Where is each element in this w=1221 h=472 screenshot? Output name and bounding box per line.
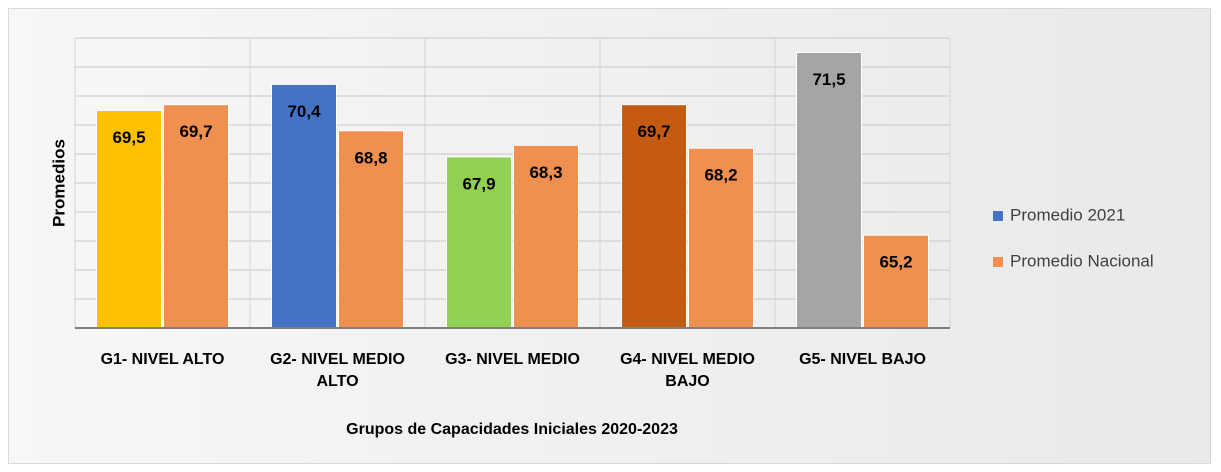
data-label: 68,2 xyxy=(704,166,737,185)
y-axis-title: Promedios xyxy=(49,139,68,227)
data-label: 68,8 xyxy=(354,148,387,167)
bar xyxy=(688,147,754,329)
bar xyxy=(271,83,337,329)
legend-label: Promedio 2021 xyxy=(1010,205,1125,224)
data-label: 69,7 xyxy=(637,122,670,141)
bar xyxy=(163,104,229,329)
bar xyxy=(621,104,687,329)
legend-swatch xyxy=(993,257,1003,267)
bar xyxy=(513,144,579,329)
data-label: 67,9 xyxy=(462,174,495,193)
data-label: 65,2 xyxy=(879,253,912,272)
bar xyxy=(338,130,404,329)
x-tick-label: G2- NIVEL MEDIO ALTO xyxy=(270,351,405,390)
legend-label: Promedio Nacional xyxy=(1010,251,1154,270)
x-tick-label: G1- NIVEL ALTO xyxy=(100,351,225,368)
x-tick-label: G3- NIVEL MEDIO xyxy=(445,351,580,368)
bar xyxy=(446,156,512,329)
bar xyxy=(96,110,162,329)
bar xyxy=(796,52,862,329)
data-label: 68,3 xyxy=(529,163,562,182)
bar xyxy=(863,234,929,329)
x-tick-label: G5- NIVEL BAJO xyxy=(799,351,926,368)
legend-swatch xyxy=(993,211,1003,221)
x-axis-title: Grupos de Capacidades Iniciales 2020-202… xyxy=(346,421,678,438)
data-label: 69,7 xyxy=(179,122,212,141)
data-label: 70,4 xyxy=(287,102,321,121)
data-label: 69,5 xyxy=(112,128,145,147)
data-label: 71,5 xyxy=(812,70,845,89)
x-tick-label: G4- NIVEL MEDIO BAJO xyxy=(620,351,755,390)
